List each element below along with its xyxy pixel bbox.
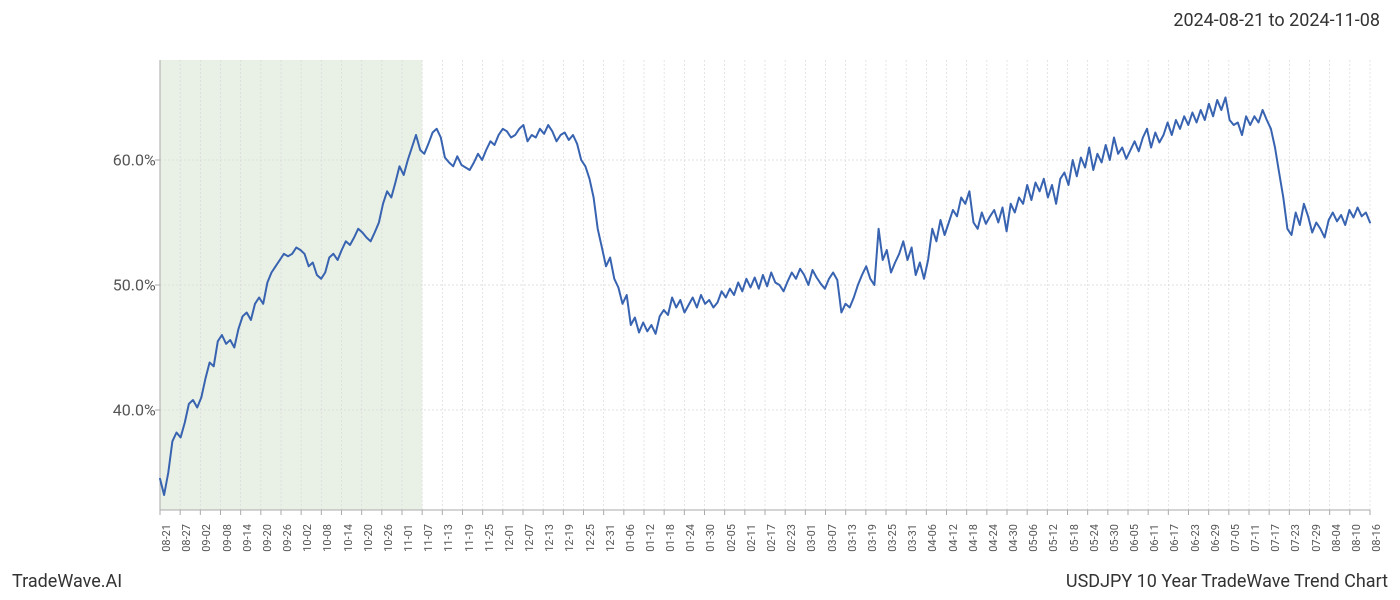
y-tick-label: 40.0%	[113, 401, 156, 420]
x-tick-label: 04-06	[926, 524, 939, 552]
x-tick-label: 01-18	[664, 524, 677, 552]
x-tick-label: 07-05	[1229, 524, 1242, 552]
x-tick-label: 04-18	[967, 524, 980, 552]
x-tick-label: 07-17	[1269, 524, 1282, 552]
x-tick-label: 12-31	[604, 524, 617, 552]
x-tick-label: 04-30	[1007, 524, 1020, 552]
x-tick-label: 01-24	[684, 524, 697, 552]
x-tick-label: 04-12	[947, 524, 960, 552]
x-tick-label: 12-19	[563, 524, 576, 552]
x-tick-label: 01-06	[624, 524, 637, 552]
x-tick-label: 02-05	[725, 524, 738, 552]
x-tick-label: 10-02	[301, 524, 314, 552]
x-tick-label: 09-08	[221, 524, 234, 552]
x-tick-label: 09-20	[261, 524, 274, 552]
x-tick-label: 08-10	[1350, 524, 1363, 552]
x-tick-label: 03-19	[866, 524, 879, 552]
x-tick-label: 03-25	[886, 524, 899, 552]
x-tick-label: 11-19	[463, 524, 476, 552]
x-tick-label: 04-24	[987, 524, 1000, 552]
x-tick-label: 06-17	[1168, 524, 1181, 552]
x-tick-label: 05-18	[1068, 524, 1081, 552]
trend-chart-svg	[60, 50, 1380, 520]
x-tick-label: 03-31	[906, 524, 919, 552]
x-tick-label: 08-16	[1370, 524, 1383, 552]
x-tick-label: 01-30	[704, 524, 717, 552]
x-tick-label: 06-05	[1128, 524, 1141, 552]
x-tick-label: 12-13	[543, 524, 556, 552]
x-tick-label: 07-23	[1289, 524, 1302, 552]
x-tick-label: 11-01	[402, 524, 415, 552]
x-tick-label: 11-13	[442, 524, 455, 552]
x-tick-label: 12-01	[503, 524, 516, 552]
x-tick-label: 11-25	[483, 524, 496, 552]
x-tick-label: 12-25	[584, 524, 597, 552]
x-tick-label: 09-02	[200, 524, 213, 552]
chart-title-label: USDJPY 10 Year TradeWave Trend Chart	[1066, 571, 1388, 592]
x-tick-label: 05-06	[1027, 524, 1040, 552]
x-tick-label: 08-27	[180, 524, 193, 552]
x-tick-label: 10-20	[362, 524, 375, 552]
x-tick-label: 02-11	[745, 524, 758, 552]
x-tick-label: 02-17	[765, 524, 778, 552]
x-tick-label: 11-07	[422, 524, 435, 552]
x-tick-label: 02-23	[785, 524, 798, 552]
x-tick-label: 05-24	[1088, 524, 1101, 552]
x-tick-label: 06-11	[1148, 524, 1161, 552]
x-tick-label: 05-30	[1108, 524, 1121, 552]
x-tick-label: 10-26	[382, 524, 395, 552]
x-tick-label: 03-01	[805, 524, 818, 552]
x-tick-label: 01-12	[644, 524, 657, 552]
x-tick-label: 09-26	[281, 524, 294, 552]
x-tick-label: 06-23	[1189, 524, 1202, 552]
x-tick-label: 06-29	[1209, 524, 1222, 552]
brand-label: TradeWave.AI	[12, 571, 122, 592]
x-tick-label: 08-04	[1330, 524, 1343, 552]
date-range-label: 2024-08-21 to 2024-11-08	[1173, 10, 1380, 31]
x-tick-label: 08-21	[160, 524, 173, 552]
x-tick-label: 03-13	[846, 524, 859, 552]
y-tick-label: 60.0%	[113, 151, 156, 170]
x-tick-label: 10-08	[321, 524, 334, 552]
y-tick-label: 50.0%	[113, 276, 156, 295]
x-tick-label: 10-14	[342, 524, 355, 552]
x-tick-label: 07-11	[1249, 524, 1262, 552]
x-tick-label: 07-29	[1310, 524, 1323, 552]
chart-area: 08-2108-2709-0209-0809-1409-2009-2610-02…	[60, 50, 1380, 520]
x-tick-label: 03-07	[826, 524, 839, 552]
x-tick-label: 12-07	[523, 524, 536, 552]
x-tick-label: 09-14	[241, 524, 254, 552]
x-tick-label: 05-12	[1047, 524, 1060, 552]
